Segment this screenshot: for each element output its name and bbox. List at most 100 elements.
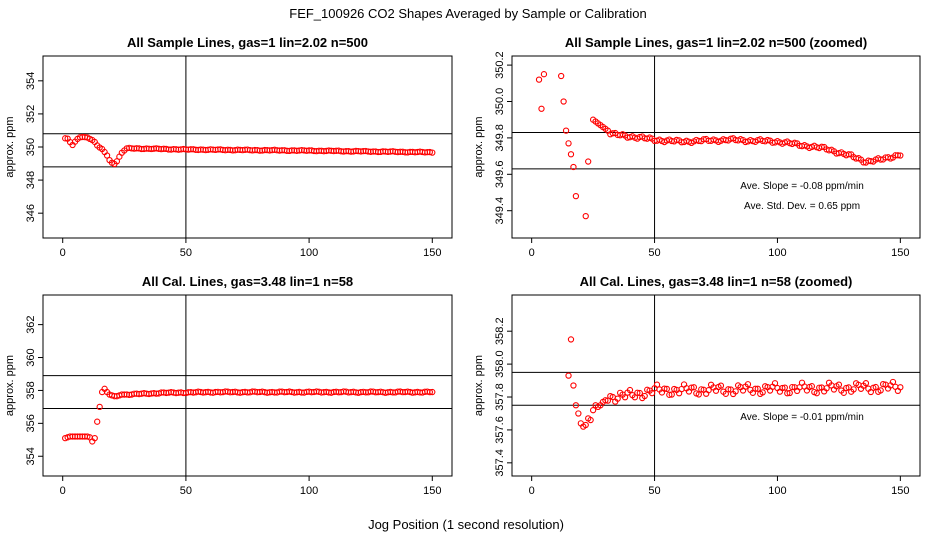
data-point bbox=[634, 389, 641, 396]
data-point bbox=[94, 418, 101, 425]
data-point bbox=[589, 407, 597, 414]
y-tick-label: 348 bbox=[25, 171, 37, 189]
data-point bbox=[897, 384, 904, 391]
data-point bbox=[587, 416, 594, 424]
y-tick-label: 354 bbox=[25, 447, 37, 465]
figure-xlabel: Jog Position (1 second resolution) bbox=[368, 517, 564, 532]
y-tick-label: 362 bbox=[25, 315, 37, 333]
y-tick-label: 349.4 bbox=[494, 197, 506, 225]
data-point bbox=[688, 384, 695, 391]
data-point bbox=[426, 148, 433, 156]
y-tick-label: 358.2 bbox=[494, 317, 506, 345]
data-point bbox=[705, 387, 712, 394]
x-tick-label: 50 bbox=[180, 247, 192, 259]
data-point bbox=[663, 385, 670, 393]
x-tick-label: 150 bbox=[891, 485, 909, 497]
y-tick-label: 346 bbox=[25, 204, 37, 222]
data-point bbox=[661, 385, 668, 392]
x-tick-label: 0 bbox=[60, 485, 66, 497]
data-point bbox=[626, 386, 634, 394]
data-point bbox=[602, 397, 609, 404]
data-point bbox=[816, 384, 823, 391]
data-point bbox=[567, 151, 575, 158]
data-point bbox=[103, 152, 111, 159]
panel-cal-lines: All Cal. Lines, gas=3.48 lin=1 n=58 0 50 10… bbox=[4, 274, 453, 497]
data-point bbox=[717, 382, 725, 389]
data-point bbox=[535, 76, 543, 83]
data-point bbox=[877, 387, 884, 394]
data-point bbox=[570, 163, 577, 171]
y-tick-label: 356 bbox=[25, 414, 37, 432]
data-point bbox=[636, 389, 643, 397]
data-point bbox=[759, 389, 766, 396]
x-tick-label: 0 bbox=[529, 247, 535, 259]
annotation: Ave. Std. Dev. = 0.65 ppm bbox=[744, 201, 860, 212]
data-point bbox=[779, 384, 786, 392]
data-point bbox=[872, 383, 879, 391]
y-tick-label: 350 bbox=[25, 138, 37, 156]
y-tick-label: 357.6 bbox=[494, 416, 506, 444]
data-point bbox=[889, 378, 897, 386]
annotation: Ave. Slope = -0.01 ppm/min bbox=[740, 412, 864, 423]
x-tick-label: 50 bbox=[648, 485, 660, 497]
data-point bbox=[818, 143, 825, 150]
data-point bbox=[673, 136, 680, 144]
x-tick-label: 0 bbox=[529, 485, 535, 497]
plot-frame bbox=[42, 294, 453, 477]
data-point bbox=[91, 434, 98, 442]
y-tick-label: 358.0 bbox=[494, 350, 506, 378]
data-point bbox=[582, 213, 589, 220]
data-point bbox=[744, 381, 752, 388]
y-tick-label: 354 bbox=[25, 72, 37, 90]
panel-sample-lines-zoomed: All Sample Lines, gas=1 lin=2.02 n=500 (… bbox=[473, 35, 921, 259]
x-tick-label: 150 bbox=[891, 247, 909, 259]
data-point bbox=[840, 389, 847, 396]
data-point bbox=[62, 135, 69, 142]
figure-title: FEF_100926 CO2 Shapes Averaged by Sample… bbox=[289, 6, 646, 21]
data-point bbox=[813, 390, 820, 397]
data-point bbox=[113, 158, 121, 165]
x-tick-label: 0 bbox=[60, 247, 66, 259]
plot-frame bbox=[511, 294, 921, 477]
y-tick-label: 352 bbox=[25, 105, 37, 123]
data-point bbox=[560, 98, 567, 105]
plot-frame bbox=[511, 55, 921, 239]
y-axis-label: approx. ppm bbox=[473, 355, 485, 416]
x-tick-label: 100 bbox=[300, 485, 318, 497]
data-point bbox=[897, 152, 904, 159]
y-tick-label: 357.8 bbox=[494, 383, 506, 411]
panel-title: All Cal. Lines, gas=3.48 lin=1 n=58 (zoo… bbox=[580, 274, 853, 289]
x-tick-label: 100 bbox=[768, 247, 786, 259]
data-point bbox=[538, 105, 545, 112]
data-point bbox=[429, 149, 436, 156]
x-tick-label: 50 bbox=[648, 247, 660, 259]
data-point bbox=[614, 395, 621, 402]
data-point bbox=[862, 380, 870, 387]
data-point bbox=[653, 381, 661, 388]
y-axis-label: approx. ppm bbox=[4, 355, 16, 416]
data-point bbox=[843, 384, 850, 392]
data-point bbox=[621, 394, 629, 401]
y-tick-label: 350.0 bbox=[494, 88, 506, 116]
y-tick-label: 360 bbox=[25, 348, 37, 366]
y-tick-label: 358 bbox=[25, 381, 37, 399]
data-point bbox=[791, 139, 798, 146]
data-point bbox=[690, 384, 698, 391]
data-point bbox=[668, 391, 675, 398]
data-point bbox=[789, 383, 796, 391]
data-point bbox=[648, 390, 656, 397]
data-point bbox=[835, 381, 843, 388]
data-point bbox=[752, 385, 759, 392]
data-point bbox=[565, 140, 572, 147]
data-point bbox=[565, 372, 572, 379]
data-point bbox=[540, 71, 548, 78]
data-point bbox=[570, 382, 577, 389]
data-point bbox=[96, 403, 103, 411]
data-point bbox=[562, 127, 570, 134]
data-point bbox=[781, 384, 788, 391]
data-point bbox=[698, 386, 705, 393]
data-point bbox=[572, 192, 580, 200]
data-point bbox=[808, 383, 816, 390]
annotation: Ave. Slope = -0.08 ppm/min bbox=[740, 181, 864, 192]
data-point bbox=[722, 390, 729, 397]
